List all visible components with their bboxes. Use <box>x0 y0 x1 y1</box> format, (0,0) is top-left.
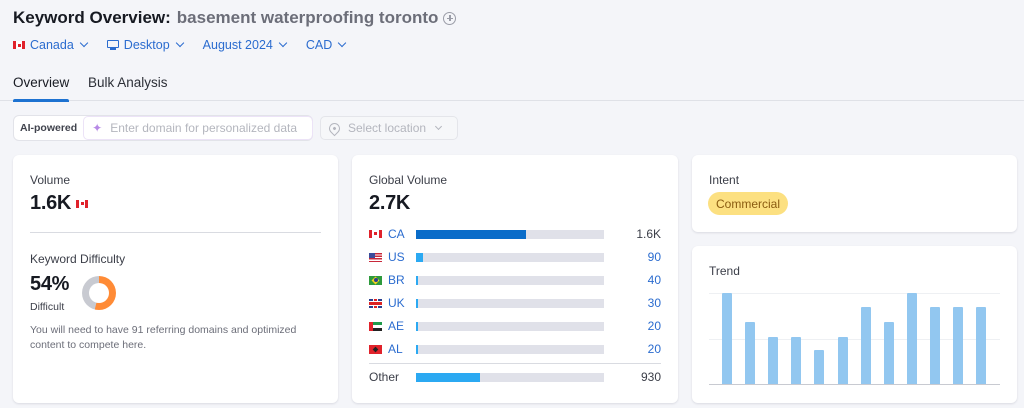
volume-bar <box>416 372 604 382</box>
divider <box>30 232 321 233</box>
x-axis <box>709 384 1000 385</box>
other-label: Other <box>369 370 400 384</box>
country-volume: 20 <box>647 342 661 356</box>
domain-input[interactable]: ✦ Enter domain for personalized data <box>83 116 313 140</box>
intent-badge: Commercial <box>708 192 789 215</box>
country-volume: 90 <box>647 250 661 264</box>
database-label: Canada <box>30 38 74 52</box>
intent-label: Intent <box>709 173 740 187</box>
personalization-bar: AI-powered ✦ Enter domain for personaliz… <box>13 115 313 141</box>
country-code: AE <box>388 319 405 333</box>
volume-bar <box>416 229 604 239</box>
gridline <box>709 339 1000 340</box>
currency-label: CAD <box>305 38 333 52</box>
trend-bar[interactable] <box>791 336 802 384</box>
gridline <box>709 293 1000 294</box>
chevron-down-icon <box>79 38 89 48</box>
canada-flag-icon <box>13 41 25 49</box>
domain-placeholder: Enter domain for personalized data <box>110 121 298 135</box>
trend-label: Trend <box>709 264 740 278</box>
keyword-text: basement waterproofing toronto <box>176 8 439 27</box>
page-header: Keyword Overview: basement waterproofing… <box>13 6 457 53</box>
volume-label: Volume <box>30 173 71 187</box>
trend-bar[interactable] <box>953 306 963 384</box>
albania-flag-icon <box>369 344 382 354</box>
canada-flag-icon <box>369 229 382 239</box>
trend-bar[interactable] <box>860 306 871 384</box>
chevron-down-icon <box>278 38 288 48</box>
trend-bar[interactable] <box>837 336 848 384</box>
country-code: CA <box>388 227 405 241</box>
kd-level: Difficult <box>30 301 65 313</box>
country-volume: 30 <box>647 296 661 310</box>
country-row-al[interactable]: AL 20 <box>369 342 661 356</box>
trend-bar[interactable] <box>814 350 825 384</box>
desktop-icon <box>106 40 119 50</box>
volume-bar <box>416 344 604 354</box>
location-placeholder: Select location <box>348 121 427 135</box>
other-volume: 930 <box>640 370 661 384</box>
us-flag-icon <box>369 252 382 262</box>
trend-bar[interactable] <box>929 306 940 384</box>
volume-value: 1.6K <box>30 192 72 214</box>
chevron-down-icon <box>338 38 347 48</box>
trend-bar[interactable] <box>745 322 756 384</box>
divider <box>369 363 661 364</box>
device-dropdown[interactable]: Desktop <box>106 38 184 52</box>
country-code: BR <box>388 273 405 287</box>
database-dropdown[interactable]: Canada <box>13 38 89 52</box>
add-keyword-icon[interactable] <box>443 11 457 25</box>
country-row-ae[interactable]: AE 20 <box>369 319 661 333</box>
tab-bulk-analysis[interactable]: Bulk Analysis <box>88 75 168 90</box>
country-row-ca[interactable]: CA 1.6K <box>369 227 661 241</box>
chevron-down-icon <box>435 122 443 131</box>
tab-bar: Overview Bulk Analysis <box>0 72 1024 102</box>
canada-flag-icon <box>76 199 89 208</box>
sparkle-icon: ✦ <box>92 121 103 135</box>
location-select[interactable]: Select location <box>320 116 458 140</box>
ai-powered-label: AI-powered <box>20 122 78 134</box>
country-code: UK <box>388 296 405 310</box>
intent-card: Intent Commercial <box>692 155 1017 232</box>
date-dropdown[interactable]: August 2024 <box>202 38 288 52</box>
page-title: Keyword Overview: <box>13 8 171 27</box>
country-code: AL <box>388 342 403 356</box>
trend-bar[interactable] <box>722 293 732 384</box>
volume-card: Volume 1.6K Keyword Difficulty 54% Diffi… <box>13 155 338 403</box>
location-pin-icon <box>326 120 343 136</box>
trend-bar[interactable] <box>768 336 779 384</box>
global-volume-label: Global Volume <box>369 173 448 187</box>
kd-note: You will need to have 91 referring domai… <box>30 324 297 351</box>
device-label: Desktop <box>123 38 170 52</box>
country-volume: 20 <box>647 319 661 333</box>
kd-value: 54% <box>30 273 70 295</box>
global-volume-card: Global Volume 2.7K CA 1.6K US 90 BR 40 U… <box>352 155 678 403</box>
trend-bar[interactable] <box>883 322 894 384</box>
volume-bar <box>416 298 604 308</box>
volume-bar <box>416 275 604 285</box>
kd-donut-chart <box>82 276 116 310</box>
currency-dropdown[interactable]: CAD <box>305 38 347 52</box>
uk-flag-icon <box>369 298 382 308</box>
tab-overview[interactable]: Overview <box>13 75 70 102</box>
global-volume-value: 2.7K <box>369 192 411 214</box>
chevron-down-icon <box>175 38 184 48</box>
trend-bar[interactable] <box>906 293 917 384</box>
kd-label: Keyword Difficulty <box>30 252 126 266</box>
brazil-flag-icon <box>369 275 382 285</box>
date-label: August 2024 <box>202 38 273 52</box>
country-row-br[interactable]: BR 40 <box>369 273 661 287</box>
trend-card: Trend <box>692 246 1017 403</box>
uae-flag-icon <box>369 321 382 331</box>
trend-bar[interactable] <box>976 306 987 384</box>
country-row-other: Other 930 <box>369 370 661 384</box>
country-row-us[interactable]: US 90 <box>369 250 661 264</box>
country-volume: 40 <box>647 273 661 287</box>
country-volume: 1.6K <box>636 227 661 241</box>
volume-bar <box>416 252 604 262</box>
volume-bar <box>416 321 604 331</box>
trend-bar-chart <box>709 293 1000 385</box>
country-code: US <box>388 250 405 264</box>
country-row-uk[interactable]: UK 30 <box>369 296 661 310</box>
